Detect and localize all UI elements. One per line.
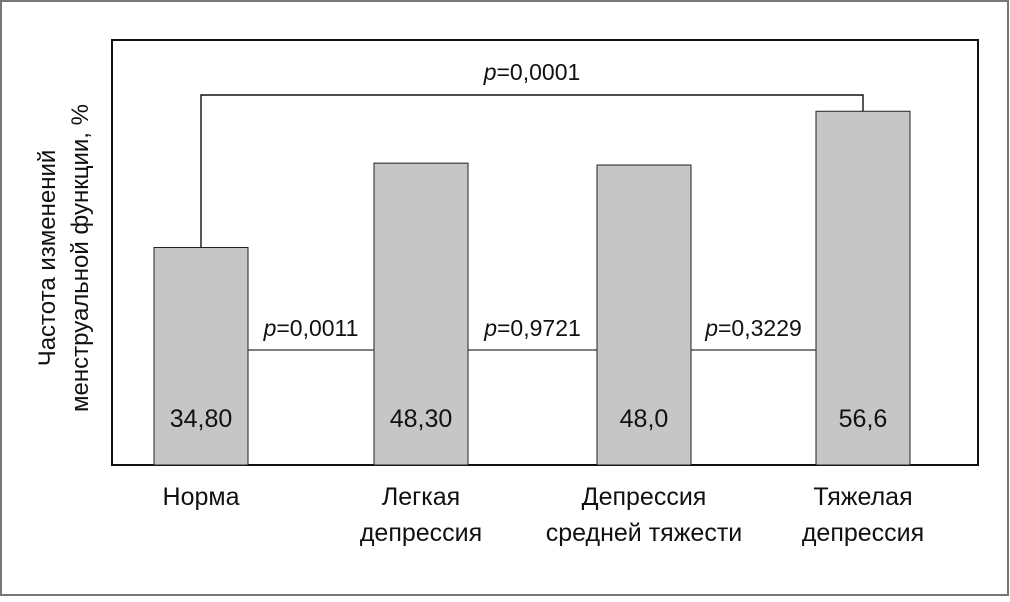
x-tick-label-3-line-2: средней тяжести <box>546 519 743 547</box>
p-value-label-3: p=0,3229 <box>704 315 802 341</box>
x-tick-label-2-line-2: депрессия <box>360 519 482 547</box>
bracket-line <box>200 94 864 248</box>
p-value-label-1: p=0,0011 <box>263 315 359 341</box>
x-tick-label-4-line-1: Тяжелая <box>813 483 912 511</box>
bar-2 <box>373 162 469 466</box>
x-tick-label-3-line-1: Депрессия <box>582 483 707 511</box>
x-tick-label-1-line-1: Норма <box>163 483 240 511</box>
value-labels: 34,80 48,30 48,0 56,6 <box>170 405 888 433</box>
p-value-label-2: p=0,9721 <box>483 315 581 341</box>
x-tick-label-2-line-1: Легкая <box>382 483 460 511</box>
p-value-label-overall: p=0,0001 <box>483 59 581 85</box>
p-value-labels: p=0,0011 p=0,9721 p=0,3229 p=0,0001 <box>263 59 802 341</box>
value-label-3: 48,0 <box>620 405 669 433</box>
y-axis-label-line-2: менструальной функции, % <box>67 104 94 412</box>
value-label-2: 48,30 <box>390 405 453 433</box>
bars <box>153 110 911 466</box>
x-tick-labels: Норма Легкая депрессия Депрессия средней тяж… <box>163 483 925 547</box>
bar-4 <box>815 110 911 466</box>
comparison-connectors <box>200 94 864 351</box>
value-label-1: 34,80 <box>170 405 233 433</box>
y-axis-label: Частота изменений менструальной функции, … <box>34 104 94 412</box>
x-tick-label-4-line-2: депрессия <box>802 519 924 547</box>
bar-1 <box>153 247 249 466</box>
value-label-4: 56,6 <box>839 405 888 433</box>
bar-3 <box>596 164 692 466</box>
y-axis-label-line-1: Частота изменений <box>34 150 61 367</box>
